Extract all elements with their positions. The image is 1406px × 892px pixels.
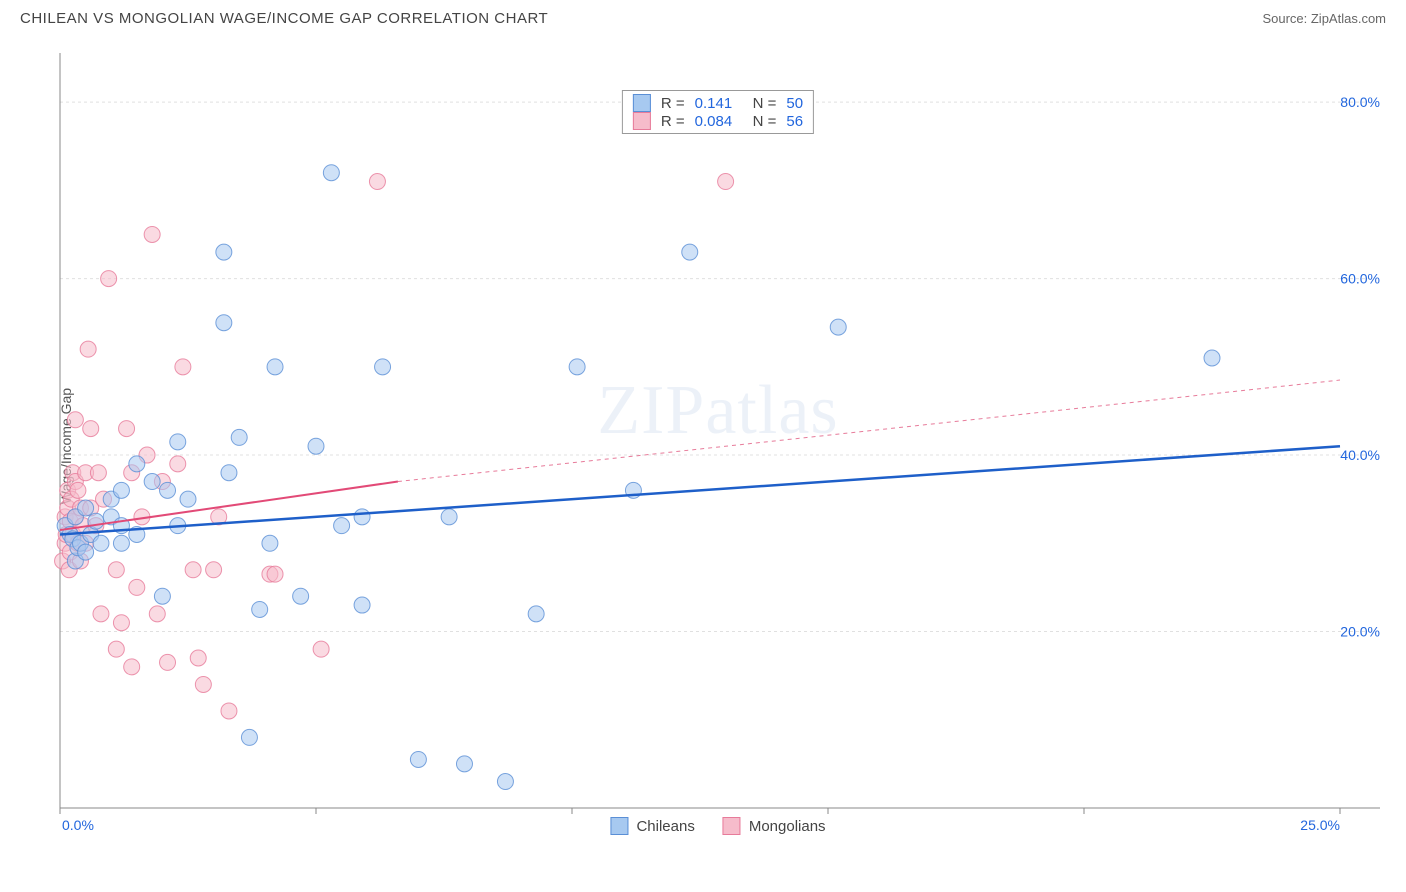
legend-swatch <box>633 94 651 112</box>
legend-swatch <box>610 817 628 835</box>
legend-series-item: Chileans <box>610 817 694 835</box>
r-value: 0.084 <box>695 113 743 130</box>
n-value: 56 <box>786 113 803 130</box>
n-label: N = <box>753 95 777 112</box>
chart-title: CHILEAN VS MONGOLIAN WAGE/INCOME GAP COR… <box>20 10 548 27</box>
r-label: R = <box>661 95 685 112</box>
legend-series-label: Mongolians <box>749 818 826 835</box>
n-value: 50 <box>786 95 803 112</box>
svg-text:25.0%: 25.0% <box>1300 817 1340 833</box>
legend-correlation: R = 0.141 N = 50 R = 0.084 N = 56 <box>622 90 814 134</box>
r-label: R = <box>661 113 685 130</box>
chart-container: 20.0%40.0%60.0%80.0%0.0%25.0% ZIPatlas R… <box>50 48 1386 838</box>
legend-swatch <box>633 112 651 130</box>
r-value: 0.141 <box>695 95 743 112</box>
scatter-chart: 20.0% 40.0% 60.0% 80.0% 0.0% 25.0% <box>50 48 1386 838</box>
n-label: N = <box>753 113 777 130</box>
chart-source: Source: ZipAtlas.com <box>1262 11 1386 26</box>
svg-text:40.0%: 40.0% <box>1340 447 1380 463</box>
legend-series-label: Chileans <box>636 818 694 835</box>
legend-swatch <box>723 817 741 835</box>
chart-header: CHILEAN VS MONGOLIAN WAGE/INCOME GAP COR… <box>0 0 1406 35</box>
legend-correlation-row: R = 0.084 N = 56 <box>633 112 803 130</box>
svg-text:80.0%: 80.0% <box>1340 94 1380 110</box>
legend-series: Chileans Mongolians <box>610 817 825 835</box>
legend-correlation-row: R = 0.141 N = 50 <box>633 94 803 112</box>
svg-text:0.0%: 0.0% <box>62 817 94 833</box>
legend-series-item: Mongolians <box>723 817 826 835</box>
svg-text:20.0%: 20.0% <box>1340 624 1380 640</box>
svg-text:60.0%: 60.0% <box>1340 271 1380 287</box>
